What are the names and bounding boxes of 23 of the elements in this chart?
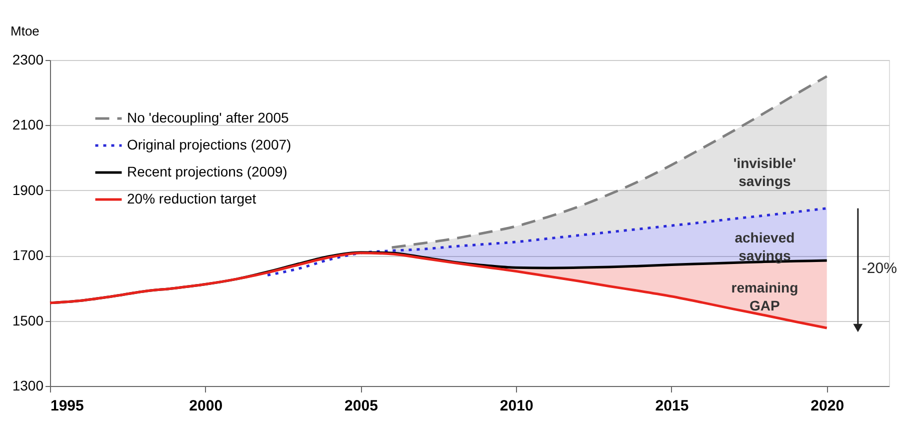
annotation: -20%	[862, 260, 897, 278]
y-tick-label: 2100	[12, 116, 44, 133]
line-series	[48, 252, 828, 330]
y-tick-label: 1300	[12, 378, 44, 394]
y-axis-title: Mtoe	[10, 24, 40, 38]
legend-label: No 'decoupling' after 2005	[127, 110, 290, 126]
y-tick-label: 2300	[12, 52, 44, 68]
legend-label: Original projections (2007)	[127, 136, 292, 152]
x-tick-label: 2015	[655, 398, 689, 414]
x-tick-label: 2000	[189, 398, 223, 414]
annotation: 'invisible' savings	[733, 155, 796, 190]
line-series	[266, 207, 828, 276]
y-tick-label: 1500	[12, 312, 44, 328]
annotation: remaining GAP	[731, 280, 798, 314]
x-tick-label: 2010	[500, 398, 534, 414]
x-tick-label: 2005	[344, 398, 378, 414]
legend-label: 20% reduction target	[127, 190, 256, 206]
legend-label: Recent projections (2009)	[127, 164, 288, 180]
annotation: achieved savings	[734, 230, 795, 264]
y-tick-label: 1700	[12, 247, 44, 264]
x-tick-label: 1995	[50, 398, 84, 414]
x-tick-label: 2020	[810, 398, 844, 414]
y-tick-label: 1900	[12, 182, 44, 198]
